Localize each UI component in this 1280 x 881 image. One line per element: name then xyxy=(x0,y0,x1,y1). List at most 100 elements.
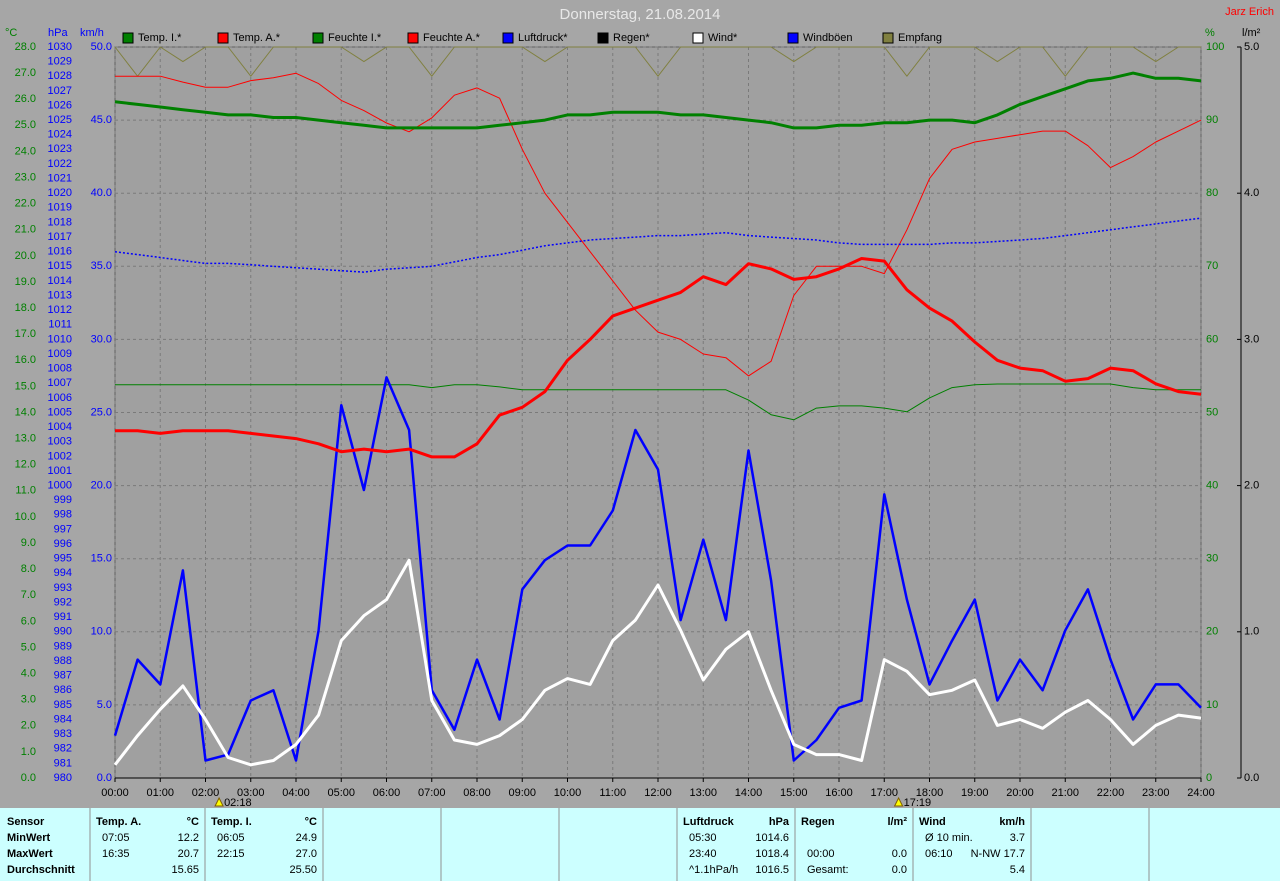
x-tick-label: 19:00 xyxy=(961,787,989,799)
y-tick-label: 7.0 xyxy=(21,589,36,601)
y-tick-label: 1.0 xyxy=(1244,626,1259,638)
y-tick-label: 70 xyxy=(1206,260,1218,272)
y-tick-label: 984 xyxy=(54,713,72,725)
legend-label: Temp. A.* xyxy=(233,32,281,44)
y-tick-label: 0.0 xyxy=(21,772,36,784)
cell-value: 15.65 xyxy=(171,864,199,876)
y-tick-label: 1023 xyxy=(48,143,72,155)
legend-swatch xyxy=(502,32,514,44)
x-tick-label: 24:00 xyxy=(1187,787,1215,799)
y-tick-label: 1027 xyxy=(48,85,72,97)
y-tick-label: 996 xyxy=(54,538,72,550)
x-tick-label: 08:00 xyxy=(463,787,491,799)
legend-swatch xyxy=(787,32,799,44)
cell-value: 20.7 xyxy=(178,848,199,860)
cell-value: 1016.5 xyxy=(755,864,789,876)
cell-value: 25.50 xyxy=(289,864,317,876)
axis-unit: l/m² xyxy=(1242,27,1261,39)
y-tick-label: 14.0 xyxy=(15,406,36,418)
axis-unit: km/h xyxy=(80,27,104,39)
marker xyxy=(893,796,904,807)
y-tick-label: 18.0 xyxy=(15,302,36,314)
cell-label: 06:05 xyxy=(217,832,245,844)
series-line xyxy=(113,558,1202,767)
y-tick-label: 1026 xyxy=(48,99,72,111)
cell-value: 12.2 xyxy=(178,832,199,844)
y-tick-label: 1012 xyxy=(48,304,72,316)
cell-label: 23:40 xyxy=(689,848,717,860)
author: Jarz Erich xyxy=(1225,6,1274,18)
y-tick-label: 1029 xyxy=(48,56,72,68)
y-tick-label: 45.0 xyxy=(91,114,112,126)
y-tick-label: 1011 xyxy=(48,319,72,331)
y-tick-label: 100 xyxy=(1206,41,1224,53)
y-tick-label: 28.0 xyxy=(15,41,36,53)
x-tick-label: 23:00 xyxy=(1142,787,1170,799)
y-tick-label: 2.0 xyxy=(21,720,36,732)
y-tick-label: 991 xyxy=(54,611,72,623)
y-tick-label: 1.0 xyxy=(21,746,36,758)
y-tick-label: 998 xyxy=(54,509,72,521)
y-tick-label: 20 xyxy=(1206,626,1218,638)
column-unit: hPa xyxy=(769,816,790,828)
legend-swatch xyxy=(122,32,134,44)
y-tick-label: 0 xyxy=(1206,772,1212,784)
y-tick-label: 1030 xyxy=(48,41,72,53)
y-tick-label: 25.0 xyxy=(15,119,36,131)
y-tick-label: 4.0 xyxy=(21,667,36,679)
x-tick-label: 17:00 xyxy=(870,787,898,799)
y-tick-label: 23.0 xyxy=(15,171,36,183)
marker-label: 02:18 xyxy=(224,797,252,809)
x-tick-label: 11:00 xyxy=(599,787,626,799)
stats-panel xyxy=(0,808,1280,881)
cell-label: 16:35 xyxy=(102,848,130,860)
y-tick-label: 0.0 xyxy=(97,772,112,784)
y-tick-label: 981 xyxy=(54,757,72,769)
cell-value: 5.4 xyxy=(1010,864,1025,876)
column-header: Regen xyxy=(801,816,835,828)
x-tick-label: 09:00 xyxy=(508,787,536,799)
x-tick-label: 22:00 xyxy=(1097,787,1125,799)
cell-label: 06:10 xyxy=(925,848,953,860)
y-tick-label: 987 xyxy=(54,670,72,682)
x-tick-label: 18:00 xyxy=(916,787,944,799)
y-tick-label: 25.0 xyxy=(91,406,112,418)
cell-label: 00:00 xyxy=(807,848,835,860)
legend-swatch xyxy=(217,32,229,44)
axis-unit: °C xyxy=(5,27,17,39)
y-tick-label: 1013 xyxy=(48,289,72,301)
y-tick-label: 20.0 xyxy=(15,250,36,262)
column-header: Temp. I. xyxy=(211,816,252,828)
row-label: MinWert xyxy=(7,832,51,844)
cell-label: Ø 10 min. xyxy=(925,832,973,844)
column-header: Luftdruck xyxy=(683,816,735,828)
x-tick-label: 03:00 xyxy=(237,787,265,799)
y-tick-label: 17.0 xyxy=(15,328,36,340)
y-tick-label: 986 xyxy=(54,684,72,696)
y-tick-label: 26.0 xyxy=(15,93,36,105)
legend-label: Feuchte I.* xyxy=(328,32,382,44)
y-tick-label: 1017 xyxy=(48,231,72,243)
y-tick-label: 985 xyxy=(54,699,72,711)
legend-label: Feuchte A.* xyxy=(423,32,481,44)
series-line xyxy=(115,383,1201,421)
y-tick-label: 1020 xyxy=(48,187,72,199)
cell-label: 07:05 xyxy=(102,832,130,844)
cell-value: 24.9 xyxy=(296,832,317,844)
y-tick-label: 1004 xyxy=(48,421,72,433)
x-tick-label: 05:00 xyxy=(327,787,355,799)
column-header: Wind xyxy=(919,816,946,828)
y-tick-label: 3.0 xyxy=(1244,333,1259,345)
y-tick-label: 27.0 xyxy=(15,67,36,79)
y-tick-label: 30 xyxy=(1206,553,1218,565)
cell-value: 0.0 xyxy=(892,864,907,876)
x-tick-label: 01:00 xyxy=(146,787,174,799)
cell-value: 1018.4 xyxy=(755,848,789,860)
y-tick-label: 15.0 xyxy=(91,553,112,565)
x-tick-label: 15:00 xyxy=(780,787,808,799)
y-tick-label: 22.0 xyxy=(15,198,36,210)
cell-value: 27.0 xyxy=(296,848,317,860)
series-line xyxy=(115,257,1202,459)
y-tick-label: 90 xyxy=(1206,114,1218,126)
